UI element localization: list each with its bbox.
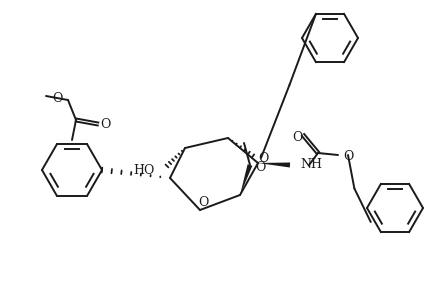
Text: O: O: [198, 197, 208, 210]
Text: O: O: [258, 151, 268, 164]
Text: O: O: [343, 149, 354, 162]
Text: NH: NH: [300, 158, 322, 171]
Text: O: O: [292, 131, 302, 144]
Polygon shape: [240, 164, 253, 195]
Text: HO: HO: [134, 164, 155, 177]
Polygon shape: [258, 162, 290, 168]
Text: O: O: [255, 161, 266, 174]
Text: O: O: [100, 118, 110, 131]
Text: O: O: [53, 92, 63, 105]
